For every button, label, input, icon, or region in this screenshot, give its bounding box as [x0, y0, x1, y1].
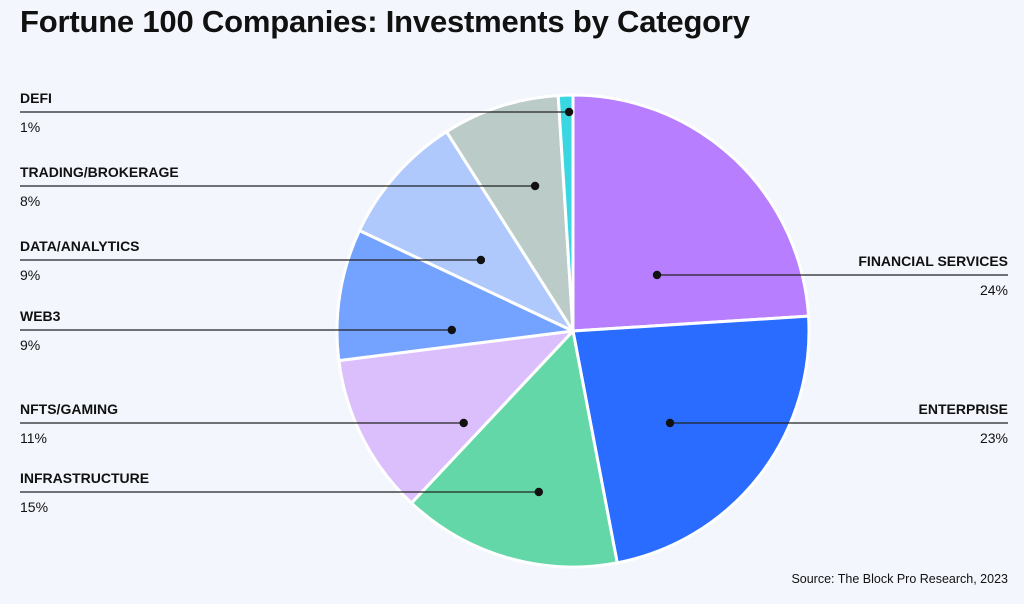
- pie-slices: [335, 93, 811, 569]
- callout-dot: [459, 418, 468, 428]
- pie-slice-trading-brokerage: [445, 93, 575, 333]
- slice-label: WEB3: [20, 308, 61, 324]
- slice-value-label: 1%: [20, 119, 40, 135]
- slice-value-label: 24%: [980, 282, 1008, 298]
- callout-web3: WEB3 9%: [20, 308, 456, 353]
- slice-label: INFRASTRUCTURE: [20, 470, 149, 486]
- callout-nfts-gaming: NFTS/GAMING 11%: [20, 401, 468, 446]
- slice-label: ENTERPRISE: [919, 401, 1008, 417]
- chart-title: Fortune 100 Companies: Investments by Ca…: [20, 4, 750, 39]
- slice-value-label: 9%: [20, 267, 40, 283]
- slice-value-label: 9%: [20, 337, 40, 353]
- slice-value-label: 23%: [980, 430, 1008, 446]
- pie-slice-data-analytics: [357, 130, 575, 333]
- callout-infrastructure: INFRASTRUCTURE 15%: [20, 470, 543, 515]
- slice-value-label: 11%: [20, 430, 47, 446]
- pie-callouts: FINANCIAL SERVICES 24% ENTERPRISE 23% INFRAS…: [20, 90, 1008, 515]
- pie-slice-nfts-gaming: [337, 329, 575, 505]
- slice-label: FINANCIAL SERVICES: [858, 253, 1008, 269]
- callout-dot: [665, 418, 675, 428]
- slice-label: DEFI: [20, 90, 52, 106]
- callout-financial-services: FINANCIAL SERVICES 24%: [652, 253, 1008, 298]
- callout-dot: [447, 325, 456, 335]
- slice-label: NFTS/GAMING: [20, 401, 118, 417]
- callout-data-analytics: DATA/ANALYTICS 9%: [20, 238, 486, 283]
- pie-slice-infrastructure: [409, 329, 619, 569]
- slice-value-label: 15%: [20, 499, 48, 515]
- slice-label: DATA/ANALYTICS: [20, 238, 140, 254]
- pie-slice-financial-services: [571, 93, 811, 333]
- pie-slice-enterprise: [571, 314, 811, 565]
- callout-dot: [476, 255, 486, 265]
- callout-defi: DEFI 1%: [20, 90, 574, 135]
- callout-dot: [564, 107, 574, 117]
- pie-slice-defi: [556, 93, 575, 333]
- callout-trading-brokerage: TRADING/BROKERAGE 8%: [20, 164, 540, 209]
- callout-enterprise: ENTERPRISE 23%: [665, 401, 1008, 446]
- pie-slice-web3: [335, 229, 575, 363]
- slice-label: TRADING/BROKERAGE: [20, 164, 179, 180]
- callout-dot: [534, 487, 543, 497]
- source-note: Source: The Block Pro Research, 2023: [791, 572, 1008, 586]
- callout-dot: [530, 181, 540, 191]
- slice-value-label: 8%: [20, 193, 40, 209]
- callout-dot: [652, 270, 662, 280]
